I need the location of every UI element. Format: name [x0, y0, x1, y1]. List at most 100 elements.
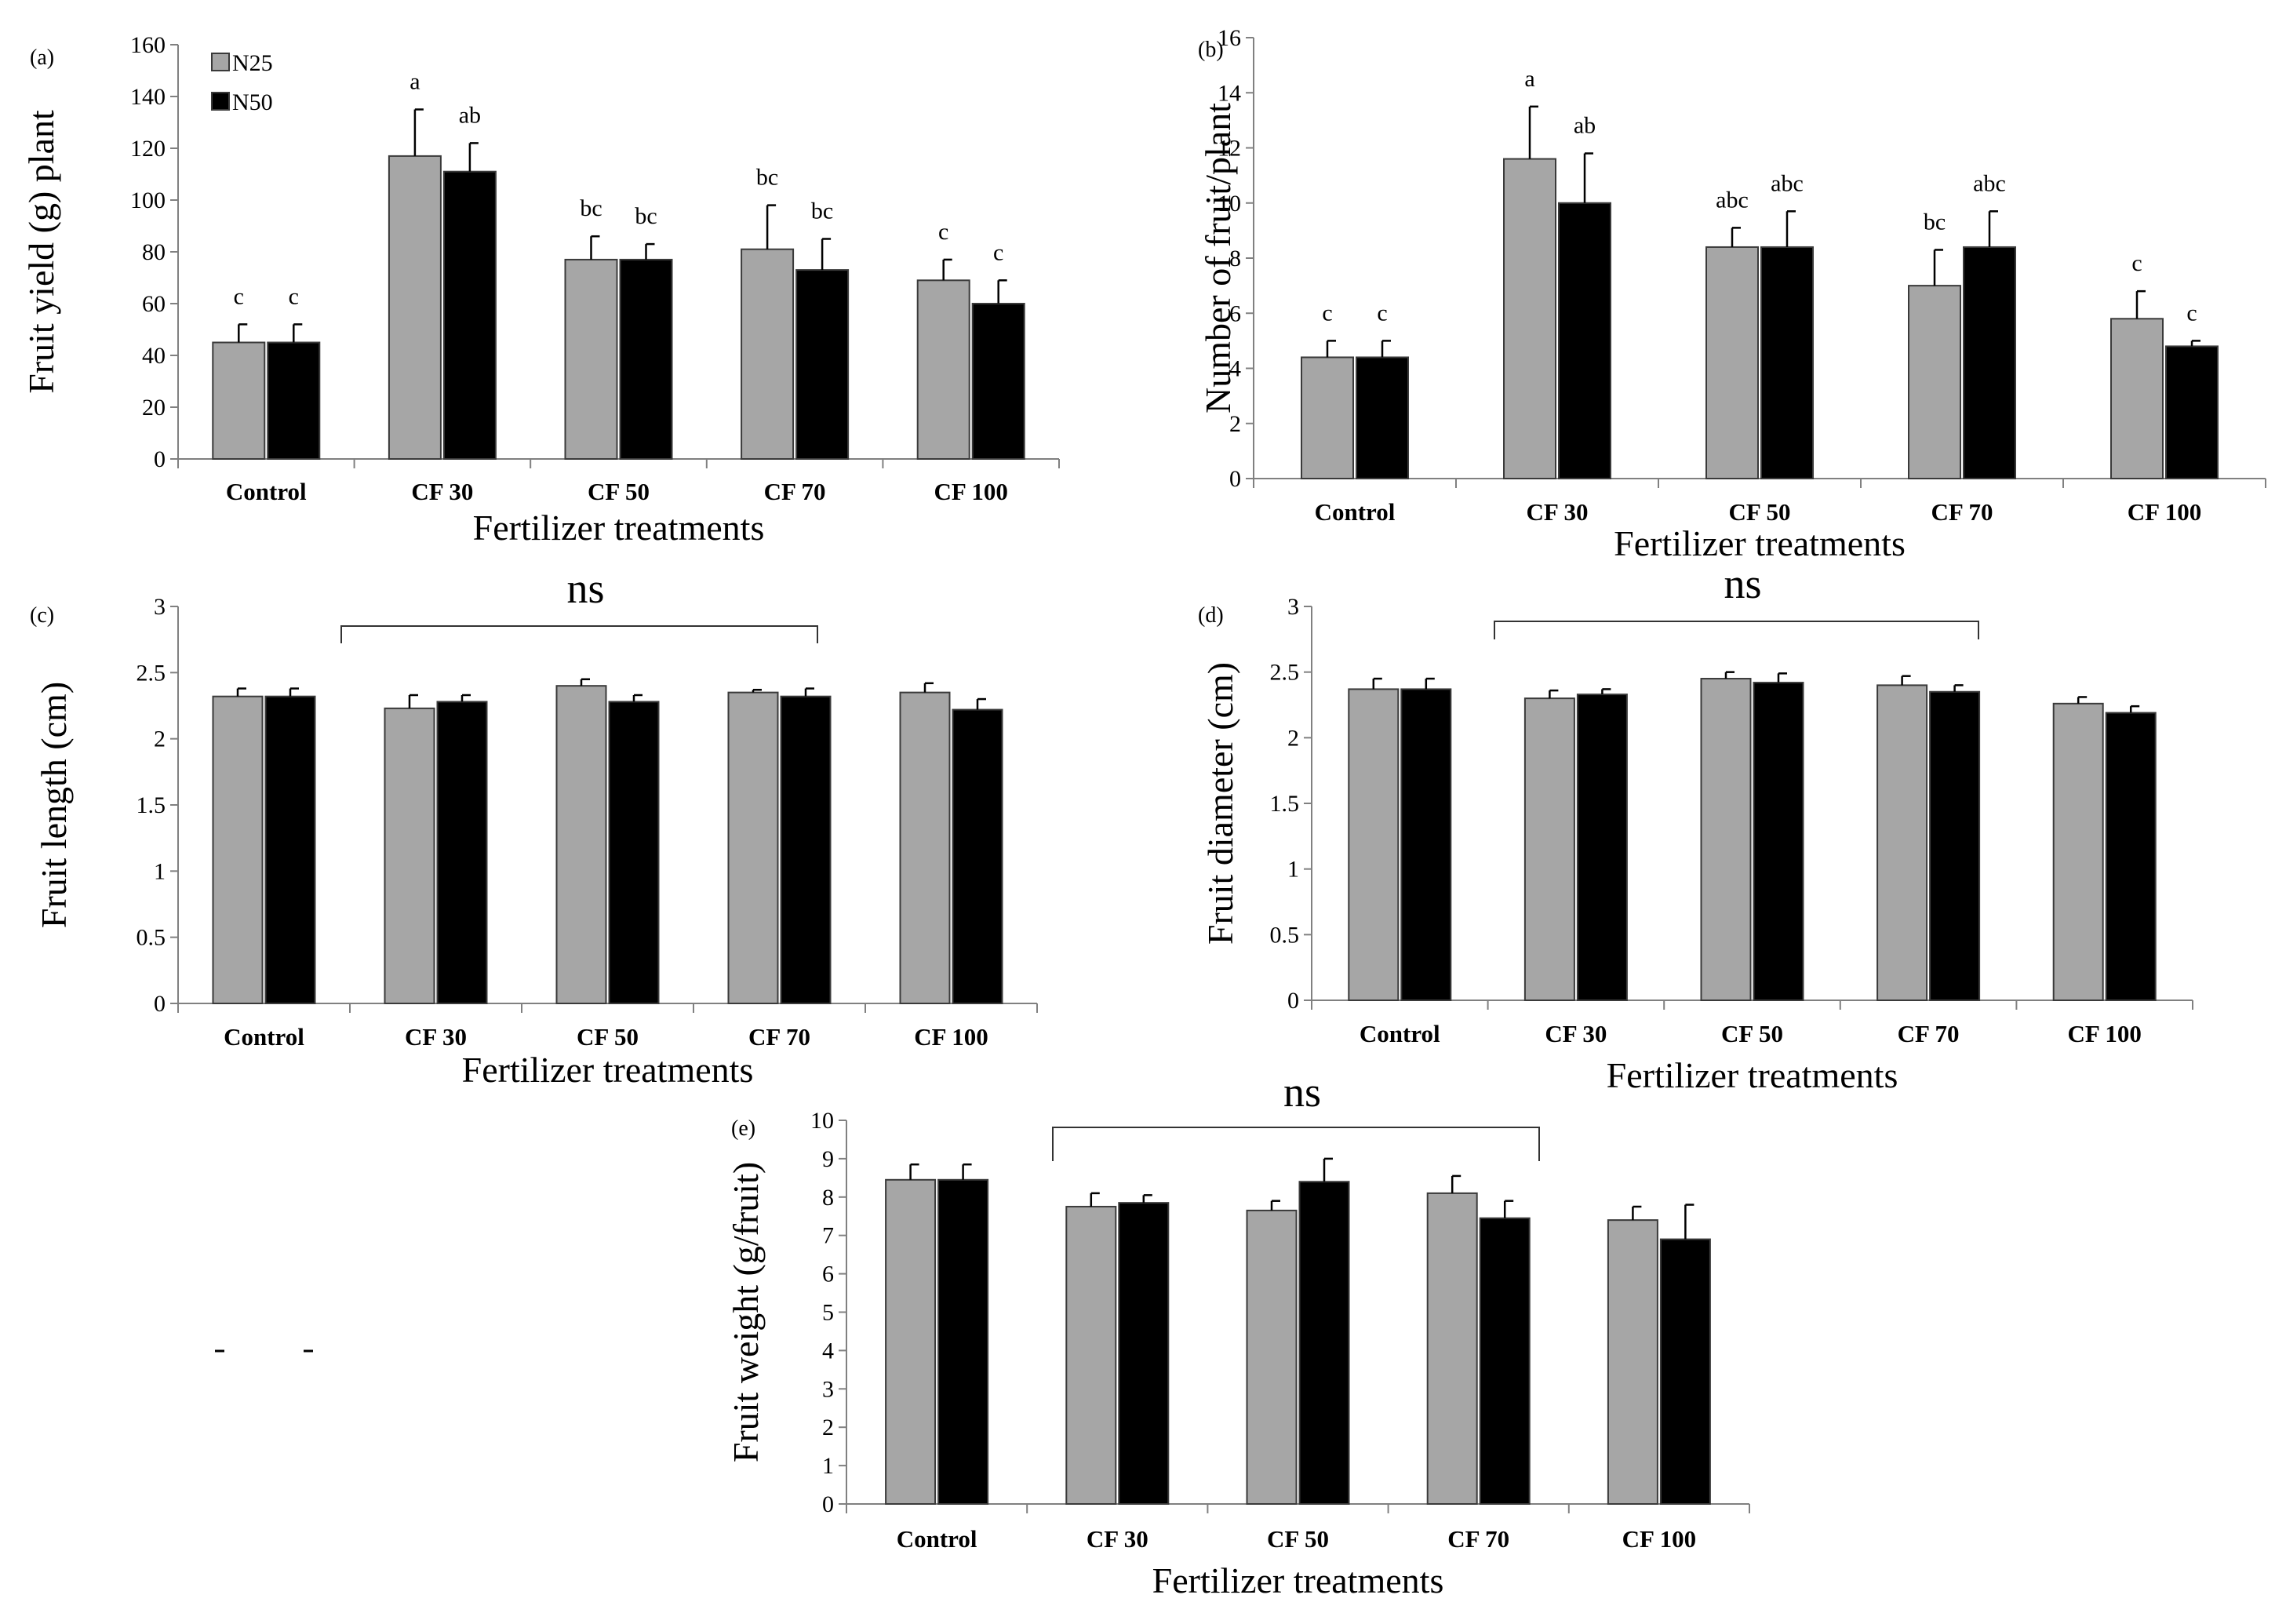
- x-category-label: Control: [1315, 498, 1396, 526]
- significance-letter: abc: [1716, 187, 1749, 213]
- significance-letter: c: [1322, 300, 1332, 326]
- y-tick-label: 8: [1229, 246, 1241, 271]
- y-tick-label: 2: [154, 726, 166, 752]
- x-category-label: CF 30: [1087, 1525, 1148, 1553]
- y-tick-label: 0: [154, 991, 166, 1017]
- bar-n25: [212, 695, 264, 1005]
- y-tick-label: 160: [130, 32, 166, 58]
- bar-n25: [1607, 1219, 1658, 1505]
- y-tick-label: 2: [1229, 411, 1241, 437]
- legend-label-n50: N50: [232, 89, 273, 115]
- bar-n50: [2105, 712, 2157, 1001]
- bar-n50: [1558, 202, 1611, 479]
- bar-n25: [727, 691, 779, 1005]
- bar-n50: [1576, 694, 1628, 1001]
- x-axis-title: Fertilizer treatments: [462, 1050, 754, 1090]
- bar-n25: [885, 1178, 937, 1506]
- x-axis-title: Fertilizer treatments: [1607, 1055, 1898, 1095]
- y-tick-label: 1: [154, 858, 166, 884]
- bar-n25: [1301, 356, 1354, 480]
- significance-letter: c: [938, 219, 948, 245]
- bar-n25: [899, 691, 951, 1005]
- panel-label-c: (c): [30, 603, 54, 628]
- bar-n25: [1700, 678, 1752, 1001]
- bar-n50: [1356, 356, 1409, 480]
- y-tick-label: 60: [142, 291, 166, 317]
- x-category-label: CF 30: [411, 478, 473, 505]
- bar-n50: [442, 170, 497, 460]
- bar-n25: [564, 258, 618, 460]
- bar-n50: [780, 695, 832, 1005]
- bar-n25: [741, 248, 795, 460]
- panel-label-a: (a): [30, 46, 54, 70]
- ns-bracket: [340, 625, 818, 643]
- x-category-label: CF 50: [577, 1023, 639, 1051]
- y-tick-label: 3: [1287, 594, 1299, 620]
- bar-n25: [212, 341, 266, 460]
- legend-label-n25: N25: [232, 50, 273, 76]
- chart-panel-d: (d) 0 0.5 1 1.5 2 2.5 3 Control CF 30 CF 50 CF 70 CF…: [1198, 560, 2193, 1095]
- significance-letter: c: [993, 239, 1003, 265]
- chart-panel-e: (e) 0 1 2 3 4 5 6 7 8 9 10 Control CF 30 CF 50 CF 70 CF …: [726, 1069, 1750, 1600]
- y-tick-label: 1: [1287, 857, 1299, 883]
- x-category-label: CF 50: [1729, 498, 1791, 526]
- y-tick-label: 2.5: [137, 660, 166, 686]
- bar-n25: [388, 155, 442, 460]
- bar-n25: [1503, 158, 1556, 480]
- bar-n25: [1065, 1206, 1117, 1506]
- significance-letter: abc: [1973, 170, 2006, 196]
- bar-n50: [937, 1178, 989, 1506]
- y-tick-label: 80: [142, 239, 166, 265]
- ns-label: ns: [566, 565, 604, 612]
- x-category-label: Control: [897, 1525, 977, 1553]
- y-tick-label: 1.5: [1270, 791, 1300, 817]
- bar-n50: [1659, 1238, 1711, 1505]
- bar-n25: [1426, 1192, 1478, 1506]
- bar-n50: [1479, 1217, 1531, 1505]
- significance-letter: c: [2131, 250, 2142, 276]
- bar-n50: [1760, 246, 1814, 479]
- x-category-label: CF 100: [1622, 1525, 1696, 1553]
- x-category-label: CF 30: [1527, 498, 1589, 526]
- bar-n50: [795, 269, 850, 460]
- bar-n50: [2165, 345, 2219, 479]
- bar-n50: [264, 695, 316, 1005]
- y-tick-label: 12: [1218, 136, 1241, 162]
- y-tick-label: 2: [1287, 725, 1299, 751]
- y-tick-label: 8: [822, 1185, 834, 1211]
- significance-letter: c: [2186, 300, 2197, 326]
- y-tick-label: 3: [154, 594, 166, 620]
- bar-n25: [384, 707, 435, 1005]
- y-tick-label: 4: [1229, 356, 1241, 382]
- x-axis-title: Fertilizer treatments: [1614, 523, 1906, 563]
- bar-n50: [1753, 682, 1804, 1001]
- bar-n25: [2052, 702, 2104, 1001]
- y-tick-label: 16: [1218, 25, 1241, 51]
- y-tick-label: 4: [822, 1338, 834, 1364]
- y-tick-label: 120: [130, 136, 166, 162]
- bar-n50: [1929, 690, 1981, 1001]
- x-category-label: CF 70: [764, 478, 826, 505]
- bar-n25: [2110, 318, 2164, 479]
- chart-panel-b: (b) 0 2 4 6 8 10 12 14 16 Control c c CF 30 a ab CF 50 ab…: [1198, 25, 2266, 563]
- y-tick-label: 3: [822, 1376, 834, 1402]
- bar-n50: [952, 708, 1003, 1004]
- ns-bracket: [1494, 621, 1979, 639]
- bar-n50: [436, 701, 488, 1004]
- bar-n50: [608, 701, 660, 1004]
- significance-letter: abc: [1771, 170, 1804, 196]
- significance-letter: ab: [459, 102, 481, 128]
- x-category-label: Control: [226, 478, 307, 505]
- ns-label: ns: [1283, 1069, 1321, 1116]
- ns-bracket: [1052, 1127, 1540, 1161]
- x-category-label: CF 100: [2128, 498, 2201, 526]
- y-tick-label: 10: [1218, 191, 1241, 217]
- y-tick-label: 0: [1229, 466, 1241, 492]
- y-tick-label: 5: [822, 1300, 834, 1326]
- y-tick-label: 6: [1229, 300, 1241, 326]
- x-category-label: CF 100: [2067, 1020, 2141, 1047]
- bar-n50: [267, 341, 321, 460]
- y-tick-label: 2: [822, 1415, 834, 1440]
- bar-n50: [1400, 688, 1452, 1001]
- bar-n50: [971, 303, 1025, 460]
